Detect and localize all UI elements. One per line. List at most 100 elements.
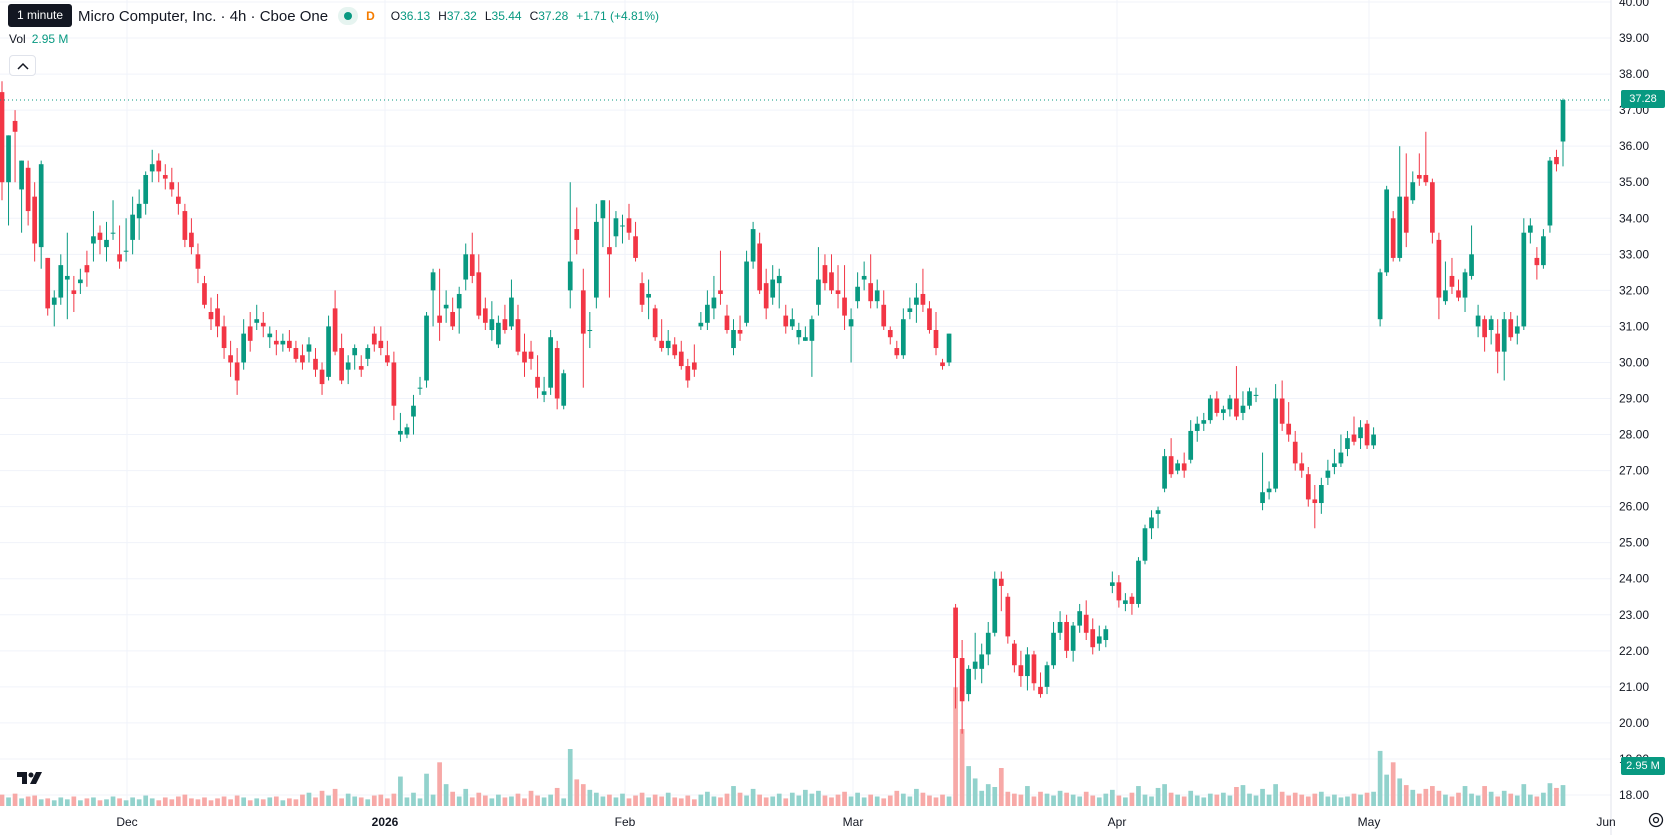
candle-body	[1253, 394, 1259, 396]
time-tick-label: Dec	[116, 815, 137, 829]
volume-bar	[1449, 796, 1455, 806]
collapse-legend-button[interactable]	[9, 55, 36, 76]
volume-bar	[607, 794, 612, 806]
volume-label[interactable]: Vol	[9, 32, 26, 46]
volume-bar	[979, 790, 985, 806]
candle-body	[1096, 636, 1102, 644]
volume-bar	[920, 792, 926, 806]
tradingview-logo-icon[interactable]	[12, 763, 50, 793]
candle-body	[136, 203, 142, 219]
volume-bar	[1018, 794, 1024, 806]
candle-body	[463, 254, 469, 280]
price-tick-label: 29.00	[1619, 392, 1649, 406]
candle-body	[496, 322, 501, 345]
volume-bar	[293, 799, 299, 806]
data-delay-badge[interactable]: D	[366, 9, 375, 23]
volume-bar	[1338, 797, 1344, 806]
candle-body	[300, 355, 305, 363]
volume-bar	[620, 793, 625, 806]
candle-body	[97, 232, 103, 240]
volume-bar	[267, 797, 273, 806]
volume-bar	[1390, 762, 1396, 806]
candle-body	[1377, 272, 1383, 320]
volume-bar	[985, 784, 991, 806]
volume-bar	[1436, 790, 1442, 806]
gear-icon[interactable]	[1647, 811, 1665, 829]
price-tick-label: 33.00	[1619, 247, 1649, 261]
candle-body	[84, 265, 90, 273]
candle-body	[613, 218, 619, 237]
candle-body	[907, 308, 913, 312]
price-tick-label: 27.00	[1619, 464, 1649, 478]
volume-bar	[1345, 796, 1350, 806]
volume-bar	[1221, 792, 1226, 806]
candle-body	[809, 319, 815, 341]
candle-body	[1547, 160, 1553, 226]
symbol-title[interactable]: Micro Computer, Inc. · 4h · Cboe One	[78, 7, 329, 25]
volume-bar	[750, 788, 756, 806]
volume-bar	[1057, 790, 1063, 806]
candle-body	[1129, 596, 1135, 604]
candle-body	[574, 229, 580, 240]
volume-bar	[829, 797, 834, 806]
volume-bars	[0, 687, 1566, 806]
volume-bar	[1064, 792, 1069, 806]
volume-bar	[1469, 793, 1474, 806]
candle-body	[404, 427, 410, 435]
candle-body	[293, 348, 299, 359]
candle-body	[1390, 218, 1396, 258]
candle-body	[1031, 654, 1037, 684]
volume-bar	[848, 796, 854, 806]
candle-body	[319, 369, 325, 385]
volume-bar	[437, 762, 442, 806]
volume-bar	[874, 796, 880, 806]
candle-body	[1136, 560, 1141, 604]
volume-bar	[130, 797, 135, 806]
candle-body	[202, 283, 207, 305]
candle-body	[848, 319, 854, 327]
market-status[interactable]	[338, 7, 359, 25]
candle-body	[1364, 423, 1370, 446]
volume-bar	[1273, 784, 1278, 806]
volume-bar	[881, 798, 887, 806]
volume-bar	[489, 798, 495, 806]
price-tick-label: 35.00	[1619, 175, 1649, 189]
volume-bar	[273, 796, 279, 806]
candle-body	[110, 232, 116, 234]
volume-bar	[84, 798, 90, 806]
ohlc-high-value: 37.32	[446, 9, 477, 23]
candle-body	[234, 362, 240, 381]
candle-body	[469, 254, 475, 276]
ohlc-close-key: C	[529, 9, 539, 23]
candle-body	[731, 330, 736, 349]
candle-body	[972, 661, 978, 669]
candle-body	[1534, 257, 1540, 266]
price-tick-label: 39.00	[1619, 31, 1649, 45]
volume-bar	[1299, 794, 1305, 806]
candle-body	[633, 236, 638, 258]
candle-body	[365, 348, 371, 359]
volume-bar	[959, 729, 965, 806]
volume-bar	[371, 795, 377, 806]
time-axis: Dec 2026 Feb Mar Apr May Jun	[116, 815, 1615, 829]
market-open-icon	[344, 12, 353, 20]
candle-body	[665, 340, 671, 349]
candle-body	[1527, 225, 1533, 233]
candle-body	[1188, 430, 1194, 460]
volume-bar	[254, 798, 260, 806]
volume-bar	[691, 799, 697, 806]
volume-bar	[633, 795, 638, 806]
volume-bar	[1475, 795, 1481, 806]
candle-body	[691, 362, 697, 370]
volume-bar	[25, 796, 31, 806]
candle-body	[887, 330, 893, 338]
candle-body	[685, 366, 691, 381]
candle-body	[1155, 510, 1161, 514]
volume-bar	[378, 794, 384, 806]
volume-bar	[796, 795, 802, 806]
candle-body	[1116, 582, 1122, 601]
candle-body	[71, 290, 77, 294]
candle-body	[580, 290, 586, 334]
candle-body	[345, 362, 351, 370]
